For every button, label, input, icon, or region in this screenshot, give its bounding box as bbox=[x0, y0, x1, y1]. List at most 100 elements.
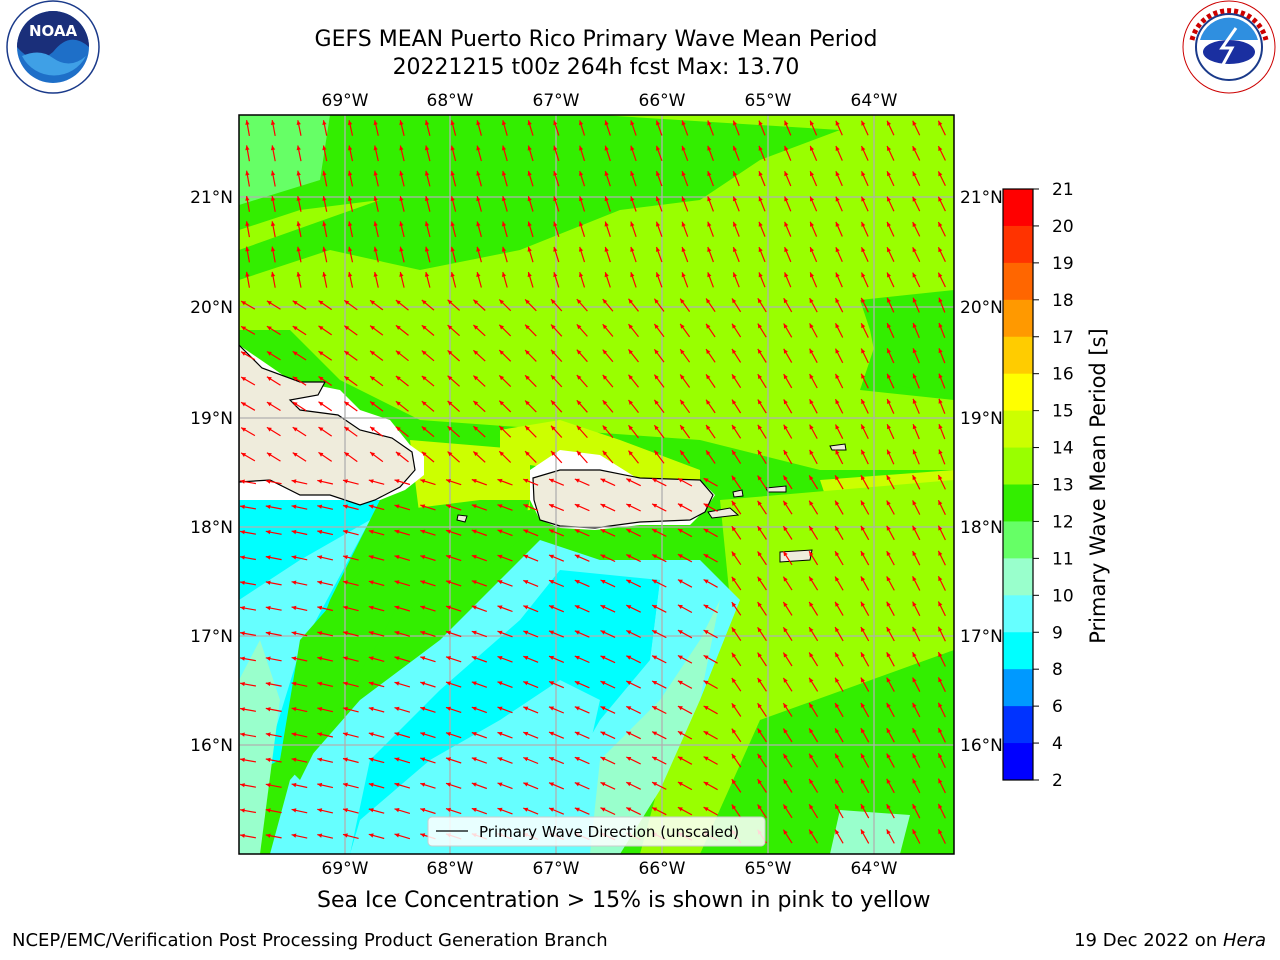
wave-arrow-head bbox=[887, 146, 891, 151]
wave-arrow-head bbox=[549, 681, 554, 686]
wave-arrow-head bbox=[938, 222, 943, 227]
wave-arrow-head bbox=[733, 196, 737, 202]
wave-arrow-head bbox=[553, 221, 558, 227]
lat-label: 18°N bbox=[190, 518, 233, 538]
wave-arrow-head bbox=[600, 681, 606, 686]
wave-arrow-head bbox=[551, 400, 556, 406]
wave-arrow-head bbox=[626, 504, 632, 508]
wave-arrow-head bbox=[938, 829, 943, 835]
wave-arrow-head bbox=[600, 706, 606, 711]
wave-arrow-head bbox=[656, 247, 661, 252]
wave-arrow-head bbox=[652, 630, 658, 635]
wave-arrow-head bbox=[835, 677, 840, 683]
wave-arrow-head bbox=[399, 272, 404, 277]
wave-arrow-head bbox=[266, 300, 272, 306]
wave-arrow-head bbox=[551, 324, 556, 330]
wave-arrow-head bbox=[784, 120, 789, 126]
wave-arrow-head bbox=[652, 807, 658, 812]
wave-arrow-head bbox=[424, 272, 430, 277]
wave-arrow-head bbox=[497, 478, 503, 483]
wave-arrow-head bbox=[886, 525, 891, 531]
wave-arrow-head bbox=[680, 323, 685, 329]
wave-arrow-head bbox=[322, 145, 327, 151]
wave-arrow-head bbox=[476, 120, 481, 126]
wave-arrow-head bbox=[421, 300, 427, 305]
wave-arrow-head bbox=[373, 196, 378, 201]
wave-arrow-head bbox=[241, 301, 247, 306]
wave-arrow-head bbox=[703, 731, 709, 736]
wave-arrow-head bbox=[628, 450, 633, 456]
wave-arrow-head bbox=[497, 630, 503, 635]
wave-arrow-head bbox=[677, 807, 683, 812]
wave-arrow-head bbox=[421, 426, 427, 431]
wave-arrow-head bbox=[265, 757, 271, 762]
wave-arrow-head bbox=[602, 349, 608, 355]
wave-arrow-head bbox=[887, 399, 891, 404]
wave-arrow-head bbox=[783, 374, 788, 380]
wave-arrow-head bbox=[240, 783, 245, 788]
wave-arrow-head bbox=[553, 246, 558, 252]
wave-arrow-head bbox=[265, 580, 271, 585]
wave-arrow-head bbox=[652, 554, 658, 559]
wave-arrow-head bbox=[703, 781, 709, 786]
wave-arrow-head bbox=[291, 757, 297, 762]
wave-arrow-head bbox=[373, 145, 378, 151]
wave-arrow-head bbox=[318, 300, 324, 305]
wave-arrow-head bbox=[731, 728, 737, 734]
colorbar-segment bbox=[1003, 632, 1033, 670]
colorbar-frame bbox=[1002, 188, 1034, 781]
wave-arrow-head bbox=[707, 171, 712, 177]
wave-arrow-head bbox=[602, 450, 608, 456]
wave-arrow-head bbox=[680, 298, 685, 304]
wave-arrow-head bbox=[757, 602, 762, 607]
wave-arrow-head bbox=[497, 807, 503, 812]
wave-arrow-head bbox=[835, 399, 840, 405]
wave-arrow-head bbox=[471, 681, 477, 686]
wave-arrow-head bbox=[938, 475, 943, 480]
wave-arrow-head bbox=[551, 425, 556, 431]
wave-arrow-head bbox=[758, 171, 763, 177]
wave-arrow-head bbox=[499, 426, 504, 431]
wave-arrow-head bbox=[574, 478, 580, 483]
wave-arrow-head bbox=[680, 399, 685, 405]
wave-arrow-head bbox=[343, 706, 348, 712]
wave-arrow-head bbox=[835, 298, 840, 303]
wave-arrow-head bbox=[344, 300, 350, 305]
wave-arrow-head bbox=[343, 605, 348, 610]
wave-arrow-head bbox=[707, 272, 712, 278]
wave-arrow-head bbox=[291, 631, 297, 636]
wave-arrow-head bbox=[652, 579, 658, 584]
wave-arrow-head bbox=[677, 503, 683, 508]
colorbar-tick-label: 16 bbox=[1052, 365, 1074, 385]
wave-arrow-head bbox=[499, 350, 504, 355]
wave-arrow-head bbox=[523, 731, 529, 736]
wave-arrow-head bbox=[549, 706, 554, 711]
wave-arrow-head bbox=[296, 196, 301, 201]
colorbar-segment bbox=[1003, 189, 1033, 227]
wave-arrow-head bbox=[318, 351, 324, 356]
wave-arrow-head bbox=[861, 171, 866, 177]
wave-arrow-head bbox=[368, 681, 374, 686]
wave-arrow-head bbox=[677, 706, 683, 711]
wave-arrow-head bbox=[860, 778, 865, 784]
wave-arrow-head bbox=[473, 451, 479, 457]
wave-arrow-head bbox=[731, 652, 737, 658]
wave-arrow-head bbox=[450, 120, 455, 126]
wave-arrow-head bbox=[395, 426, 401, 432]
wave-arrow-head bbox=[394, 808, 400, 813]
wave-arrow-head bbox=[861, 247, 866, 253]
wave-arrow-head bbox=[757, 450, 762, 455]
wave-arrow-head bbox=[420, 630, 426, 635]
wave-arrow-head bbox=[549, 605, 554, 610]
wave-arrow-head bbox=[783, 753, 788, 759]
wave-arrow-head bbox=[394, 782, 400, 787]
wave-arrow-head bbox=[265, 504, 271, 509]
wave-arrow-head bbox=[860, 728, 865, 734]
wave-arrow-head bbox=[860, 475, 865, 481]
lon-label: 69°W bbox=[322, 91, 369, 111]
wave-arrow-head bbox=[809, 703, 814, 708]
wave-arrow-head bbox=[370, 325, 375, 330]
colorbar-segment bbox=[1003, 558, 1033, 596]
wave-arrow-head bbox=[677, 554, 683, 559]
wave-arrow-head bbox=[784, 221, 789, 227]
